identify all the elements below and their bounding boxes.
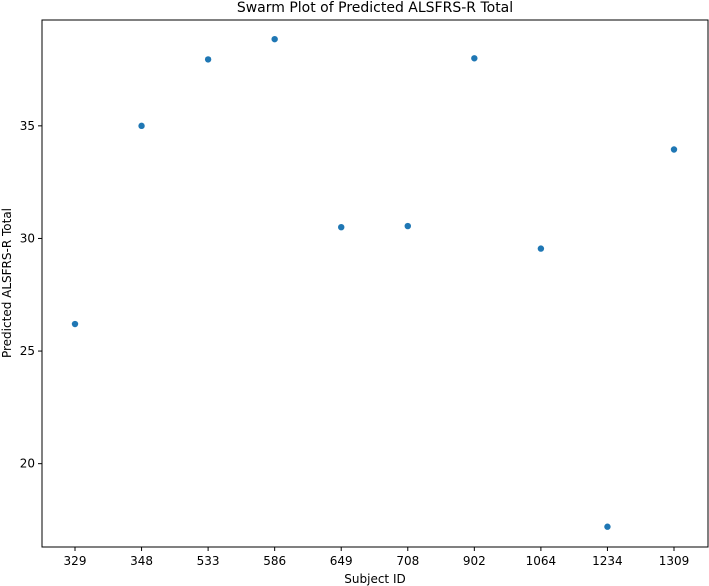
data-point [537,245,545,252]
x-tick-label: 708 [396,554,419,568]
x-tick-label: 1309 [659,554,690,568]
y-axis: 20 25 30 35 [20,119,42,471]
y-tick-label: 35 [20,119,35,133]
y-axis-label: Predicted ALSFRS-R Total [0,208,14,358]
x-axis-label: Subject ID [344,572,405,586]
data-point [670,146,678,153]
x-tick-label: 348 [130,554,153,568]
x-axis: 329 348 533 586 649 708 902 1064 1234 1309 [64,547,690,568]
y-tick-label: 20 [20,457,35,471]
data-point [204,56,212,63]
data-point [404,222,411,230]
plot-area-frame [41,19,709,548]
data-point [604,523,611,530]
x-tick-label: 329 [64,554,87,568]
x-tick-label: 902 [463,554,486,568]
y-tick-label: 25 [20,344,35,358]
chart-title: Swarm Plot of Predicted ALSFRS-R Total [237,0,513,16]
data-point [138,122,145,130]
data-point [71,320,79,328]
data-points [71,35,678,530]
data-point [271,35,278,43]
x-tick-label: 586 [263,554,286,568]
x-tick-label: 1064 [526,554,557,568]
x-tick-label: 649 [330,554,353,568]
y-tick-label: 30 [20,231,35,245]
x-tick-label: 533 [197,554,220,568]
x-tick-label: 1234 [592,554,623,568]
data-point [471,55,478,62]
data-point [338,223,345,231]
